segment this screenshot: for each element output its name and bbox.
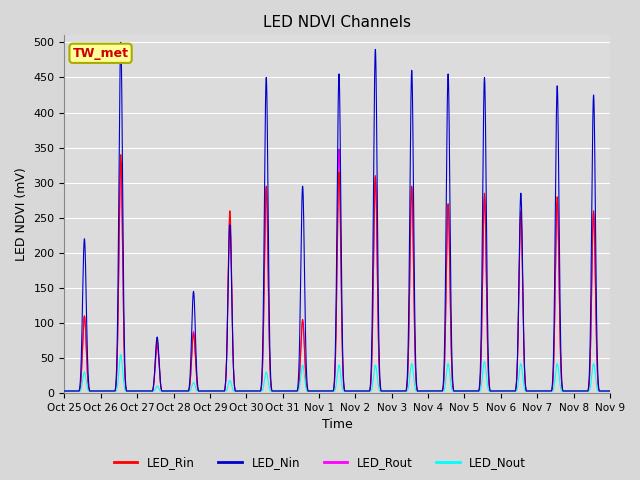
LED_Nin <box>349 388 357 394</box>
LED_Rout <box>534 388 541 394</box>
LED_Rout <box>191 354 199 360</box>
Y-axis label: LED NDVI (mV): LED NDVI (mV) <box>15 168 28 261</box>
LED_Rout <box>180 388 188 394</box>
LED_Rin <box>349 388 357 394</box>
Legend: LED_Rin, LED_Nin, LED_Rout, LED_Nout: LED_Rin, LED_Nin, LED_Rout, LED_Nout <box>109 452 531 474</box>
LED_Nin <box>61 388 68 394</box>
LED_Rout <box>349 388 357 394</box>
LED_Rin <box>120 334 128 340</box>
Line: LED_Nin: LED_Nin <box>65 42 610 391</box>
LED_Nout <box>61 388 68 394</box>
LED_Rin <box>606 388 614 394</box>
Line: LED_Rin: LED_Rin <box>65 155 610 391</box>
Text: TW_met: TW_met <box>72 47 129 60</box>
LED_Nin <box>606 388 614 394</box>
LED_Nout <box>349 388 357 394</box>
Line: LED_Rout: LED_Rout <box>65 149 610 391</box>
LED_Nout <box>117 352 125 358</box>
LED_Nout <box>534 388 541 394</box>
LED_Rin <box>117 152 125 157</box>
LED_Rin <box>180 388 188 394</box>
LED_Rin <box>191 355 199 361</box>
LED_Nin <box>78 336 86 342</box>
LED_Rout <box>120 335 128 341</box>
LED_Nout <box>180 388 188 394</box>
LED_Nin <box>534 388 541 394</box>
LED_Rin <box>61 388 68 394</box>
Title: LED NDVI Channels: LED NDVI Channels <box>263 15 411 30</box>
LED_Nout <box>191 384 199 390</box>
LED_Rin <box>78 363 86 369</box>
LED_Nout <box>120 381 128 387</box>
LED_Nout <box>78 383 86 389</box>
LED_Rout <box>61 388 68 394</box>
X-axis label: Time: Time <box>322 419 353 432</box>
LED_Rout <box>606 388 614 394</box>
LED_Rout <box>335 146 343 152</box>
LED_Nout <box>606 388 614 394</box>
LED_Rout <box>78 363 86 369</box>
LED_Nin <box>120 308 128 313</box>
LED_Nin <box>117 39 125 45</box>
LED_Nin <box>180 388 188 394</box>
Line: LED_Nout: LED_Nout <box>65 355 610 391</box>
LED_Rin <box>534 388 541 394</box>
LED_Nin <box>191 331 199 336</box>
